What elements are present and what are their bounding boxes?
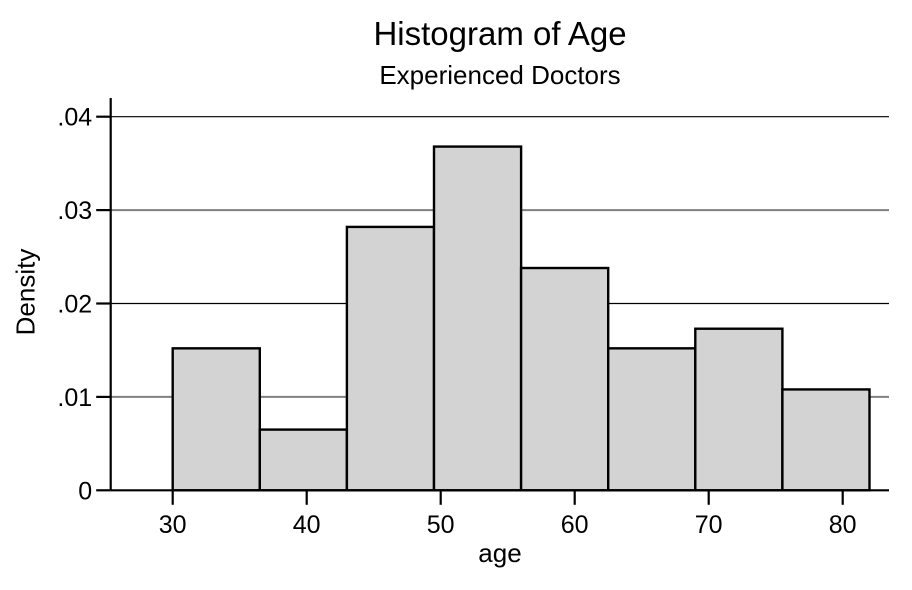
- histogram-bar: [781, 388, 871, 492]
- x-tick-label: 60: [561, 511, 589, 539]
- y-axis-title: Density: [10, 248, 41, 336]
- y-tick-label: .01: [57, 384, 92, 412]
- x-tick-label: 50: [427, 511, 455, 539]
- histogram-bar: [694, 327, 784, 492]
- histogram-bar: [345, 225, 436, 492]
- histogram-bar: [171, 347, 261, 492]
- y-tick-label: 0: [78, 477, 92, 505]
- x-tick-label: 70: [695, 511, 723, 539]
- x-tick-label: 80: [829, 511, 857, 539]
- chart-title: Histogram of Age: [373, 15, 627, 52]
- chart-subtitle: Experienced Doctors: [379, 60, 621, 90]
- histogram-bar: [519, 266, 610, 492]
- x-tick-label: 30: [159, 511, 187, 539]
- histogram-bar: [258, 428, 349, 492]
- y-tick-label: .03: [57, 197, 92, 225]
- x-axis-title: age: [478, 538, 522, 568]
- histogram-bar: [607, 347, 697, 492]
- x-tick-label: 40: [293, 511, 321, 539]
- y-tick-label: .04: [57, 104, 92, 132]
- y-tick-label: .02: [57, 291, 92, 319]
- histogram-bar: [432, 145, 523, 492]
